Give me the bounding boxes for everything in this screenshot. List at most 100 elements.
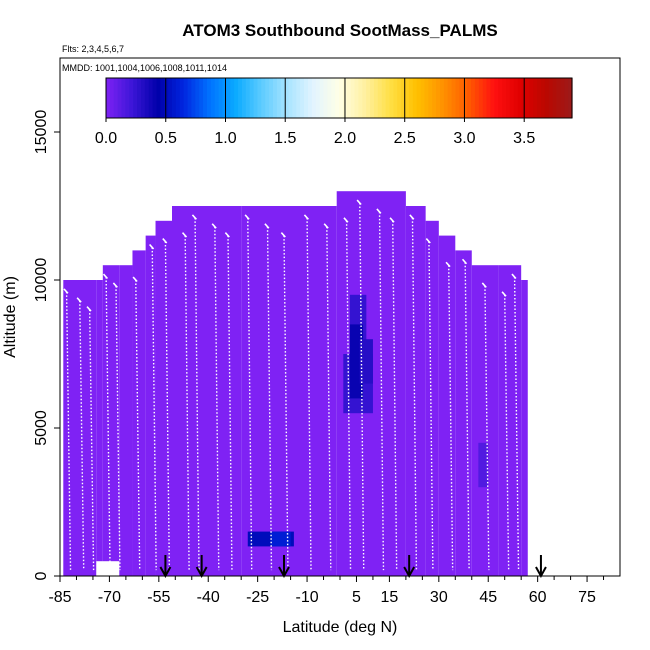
colorbar-swatch (424, 78, 429, 118)
colorbar-swatch (490, 78, 495, 118)
flight-track (65, 291, 72, 571)
colorbar-swatch (548, 78, 554, 118)
flight-track-level (112, 282, 118, 288)
colorbar-swatch (272, 78, 278, 118)
x-axis-label: Latitude (deg N) (283, 619, 398, 636)
colorbar-swatch (183, 78, 189, 118)
flight-track (378, 211, 385, 571)
x-tick-label: 75 (578, 589, 596, 606)
colorbar-swatch (358, 78, 363, 118)
colorbar-swatch (280, 78, 286, 118)
colorbar-swatch (137, 78, 142, 118)
y-tick-label: 10000 (33, 258, 50, 303)
colorbar-swatch (544, 78, 550, 118)
flight-track (194, 217, 200, 571)
x-tick-label: 15 (381, 589, 399, 606)
field-cell (498, 265, 522, 576)
colorbar-swatch (125, 78, 130, 118)
colorbar-swatch (133, 78, 138, 118)
flight-track (151, 247, 157, 571)
colorbar-swatch (381, 78, 387, 118)
colorbar-swatch (416, 78, 422, 118)
colorbar-swatch (218, 78, 224, 118)
flight-track-level (224, 232, 230, 238)
x-tick-label: 45 (479, 589, 497, 606)
colorbar-swatch (354, 78, 360, 118)
colorbar-swatch (346, 78, 352, 118)
x-tick-label: -40 (197, 589, 220, 606)
colorbar-swatch (175, 78, 181, 118)
colorbar-swatch (517, 78, 523, 118)
colorbar-swatch (513, 78, 519, 118)
flight-track (266, 226, 273, 571)
colorbar-swatch (502, 78, 507, 118)
colorbar-swatch (397, 78, 402, 118)
flight-track (411, 217, 418, 571)
colorbar-swatch (284, 78, 290, 118)
colorbar-swatch (311, 78, 317, 118)
colorbar-swatch (537, 78, 542, 118)
colorbar-swatch (222, 78, 227, 118)
colorbar-swatch (315, 78, 321, 118)
colorbar-swatch (164, 78, 169, 118)
flight-track-level (86, 306, 92, 312)
flight-track-level (280, 232, 286, 238)
flight-track-level (76, 297, 82, 303)
colorbar-swatch (152, 78, 158, 118)
colorbar-swatch (560, 78, 565, 118)
flight-track-level (343, 217, 349, 223)
flight-track-level (461, 258, 468, 265)
colorbar-swatch (296, 78, 301, 118)
flight-track (306, 217, 312, 571)
flight-track (88, 309, 95, 571)
flight-track-level (323, 223, 329, 229)
colorbar-tick-label: 1.0 (214, 130, 236, 147)
flight-track-level (149, 243, 155, 250)
flight-track-level (376, 208, 382, 214)
colorbar-swatch (148, 78, 154, 118)
colorbar-swatch (509, 78, 515, 118)
flight-track-level (244, 214, 250, 220)
flight-track (359, 203, 365, 571)
flight-track (504, 294, 510, 571)
x-tick-label: 30 (430, 589, 448, 606)
field-cell (96, 280, 103, 562)
colorbar-swatch (370, 78, 375, 118)
colorbar-swatch (234, 78, 239, 118)
x-tick-label: -10 (295, 589, 318, 606)
field-cell (438, 235, 456, 576)
field-cell (119, 265, 133, 576)
colorbar-swatch (540, 78, 546, 118)
x-tick-label: -70 (98, 589, 121, 606)
colorbar-swatch (505, 78, 511, 118)
colorbar-swatch (420, 78, 426, 118)
flight-track-level (191, 214, 197, 220)
colorbar-swatch (187, 78, 193, 118)
field-cell (63, 280, 97, 576)
flight-track-level (389, 217, 395, 223)
chart-title: ATOM3 Southbound SootMass_PALMS (182, 21, 497, 40)
flight-track-level (63, 288, 69, 294)
colorbar-swatch (408, 78, 414, 118)
flight-track-level (102, 273, 109, 280)
flight-track-level (181, 232, 188, 238)
field-cell (471, 265, 499, 576)
x-tick-label: 60 (529, 589, 547, 606)
flight-track (392, 220, 398, 571)
colorbar-swatch (261, 78, 266, 118)
colorbar-swatch (121, 78, 127, 118)
colorbar-swatch (459, 78, 464, 118)
x-tick-label: -55 (147, 589, 170, 606)
colorbar-swatch (245, 78, 251, 118)
colorbar-swatch (253, 78, 259, 118)
y-tick-label: 0 (33, 571, 50, 580)
colorbar-tick-label: 2.5 (394, 130, 416, 147)
colorbar-swatch (439, 78, 445, 118)
colorbar: 0.0 0.5 1.0 1.5 2.0 2.5 3.0 3.5 (95, 77, 573, 147)
flight-track (345, 220, 352, 571)
colorbar-tick-label: 2.0 (334, 130, 356, 147)
colorbar-swatch (276, 78, 282, 118)
colorbar-swatch (533, 78, 538, 118)
colorbar-swatch (443, 78, 449, 118)
colorbar-swatch (436, 78, 441, 118)
